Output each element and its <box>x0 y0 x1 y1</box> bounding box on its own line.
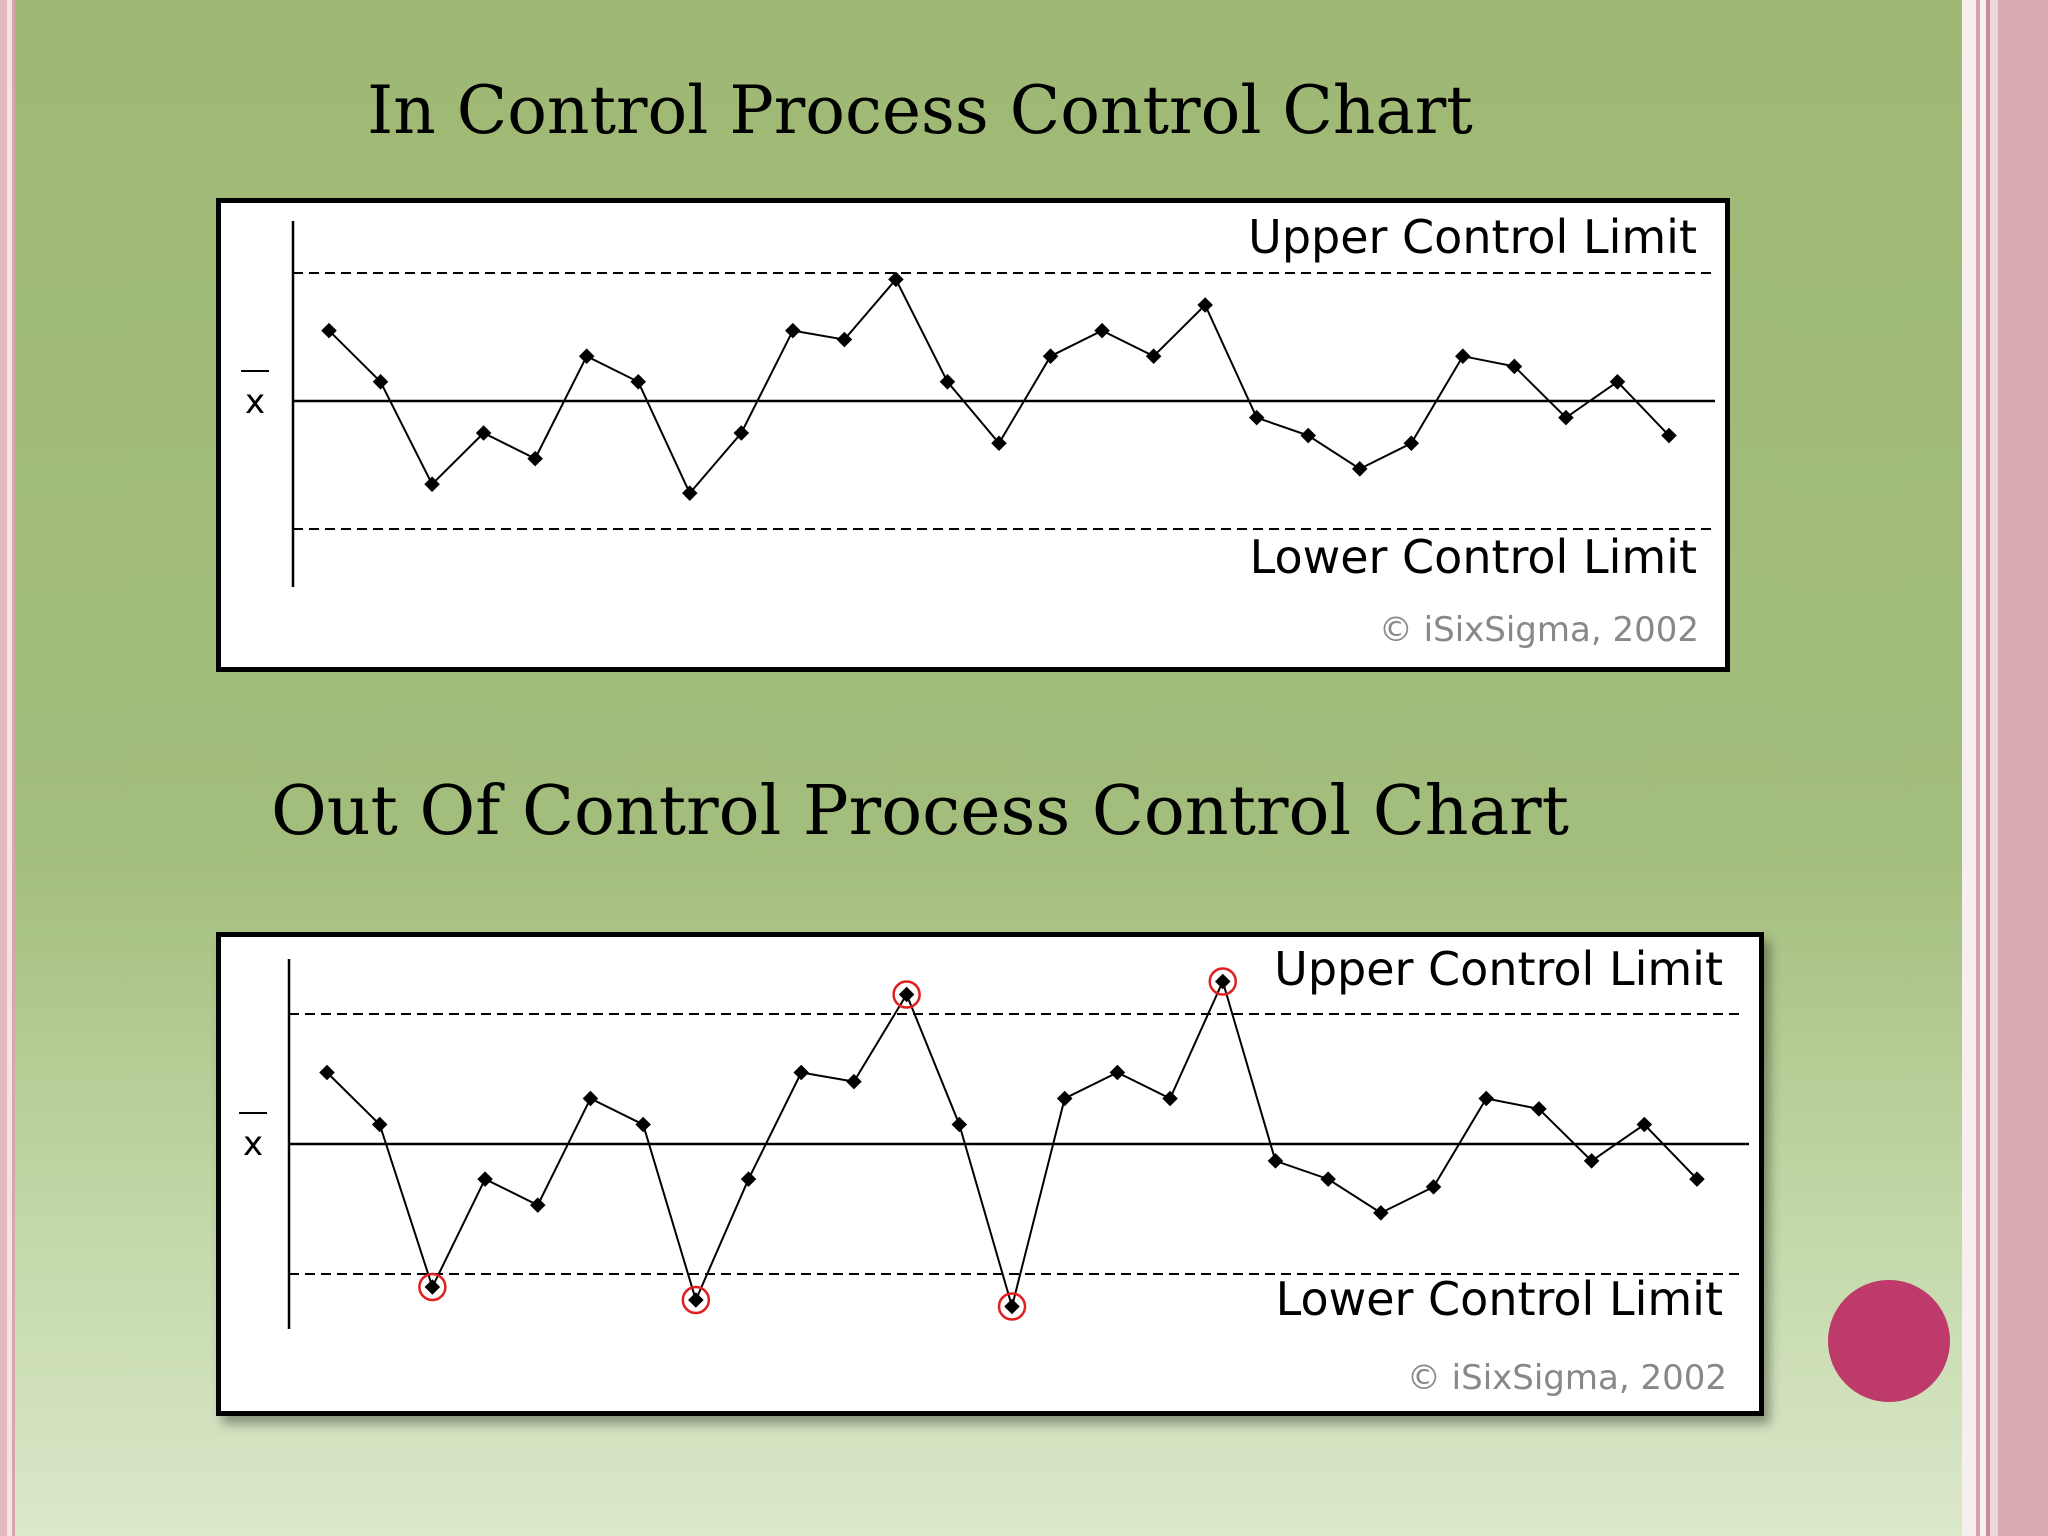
data-point <box>951 1116 968 1133</box>
lcl-label: Lower Control Limit <box>1250 530 1697 584</box>
data-point <box>1609 374 1626 390</box>
data-point <box>793 1064 810 1081</box>
ucl-label: Upper Control Limit <box>1248 210 1697 264</box>
data-point <box>1689 1171 1705 1187</box>
out-of-control-marker <box>418 1272 447 1302</box>
data-point <box>1478 1090 1495 1107</box>
data-point <box>372 374 389 390</box>
left-decorative-border <box>0 0 20 1536</box>
data-point <box>1661 427 1677 444</box>
data-point <box>635 1116 651 1133</box>
data-point <box>939 374 956 390</box>
data-point <box>1056 1090 1073 1107</box>
in-control-chart-panel: x Upper Control Limit Lower Control Limi… <box>216 198 1730 672</box>
out-of-control-marker <box>1208 967 1238 996</box>
slide-accent-circle <box>1828 1280 1950 1402</box>
data-point <box>424 1279 441 1295</box>
data-point <box>991 435 1007 452</box>
data-point <box>1506 358 1523 375</box>
data-point <box>319 1064 335 1081</box>
data-point <box>1248 409 1265 426</box>
data-point <box>1300 427 1317 444</box>
data-point <box>1042 348 1059 364</box>
data-point <box>630 374 647 390</box>
out-of-control-title: Out Of Control Process Control Chart <box>271 772 1569 851</box>
data-point <box>688 1292 704 1308</box>
data-point <box>1373 1205 1389 1221</box>
lcl-label: Lower Control Limit <box>1276 1272 1723 1326</box>
data-point <box>785 322 801 339</box>
out-of-control-chart-panel: x Upper Control Limit Lower Control Limi… <box>216 932 1764 1416</box>
center-label: x <box>243 1124 263 1164</box>
copyright-label: © iSixSigma, 2002 <box>1407 1358 1727 1398</box>
in-control-chart: x Upper Control Limit Lower Control Limi… <box>241 210 1715 650</box>
data-point <box>1636 1116 1653 1133</box>
data-point <box>846 1073 862 1090</box>
out-of-control-marker <box>681 1285 711 1315</box>
data-point <box>1145 348 1162 364</box>
data-point <box>1214 973 1231 990</box>
data-point <box>527 450 543 467</box>
data-point <box>424 476 440 492</box>
chart-axes <box>287 959 1749 1329</box>
out-of-control-marker <box>997 1292 1027 1321</box>
data-point <box>1403 435 1420 452</box>
data-point <box>1351 461 1368 477</box>
data-point <box>1109 1064 1126 1081</box>
center-label: x <box>245 382 265 422</box>
out-of-control-chart: x Upper Control Limit Lower Control Limi… <box>239 942 1749 1398</box>
out-of-control-marker <box>892 980 921 1009</box>
data-point <box>1531 1101 1547 1117</box>
copyright-label: © iSixSigma, 2002 <box>1379 610 1699 650</box>
data-point <box>1162 1090 1178 1107</box>
data-point <box>1558 409 1574 426</box>
data-point <box>477 1171 493 1187</box>
data-point <box>1583 1153 1600 1169</box>
data-point <box>1267 1153 1284 1169</box>
in-control-series <box>321 271 1677 501</box>
right-decorative-border <box>1962 0 2048 1536</box>
data-point <box>1320 1171 1336 1187</box>
data-point <box>1455 348 1471 364</box>
ucl-label: Upper Control Limit <box>1274 942 1723 996</box>
data-point <box>578 348 595 364</box>
data-point <box>740 1171 757 1187</box>
data-point <box>1425 1179 1442 1195</box>
chart-axes <box>291 221 1715 587</box>
in-control-title: In Control Process Control Chart <box>367 72 1473 149</box>
data-point <box>898 986 915 1003</box>
data-point <box>1004 1298 1020 1315</box>
data-point <box>582 1090 599 1107</box>
data-point <box>371 1116 388 1133</box>
data-point <box>1094 322 1110 339</box>
data-point <box>529 1197 546 1213</box>
